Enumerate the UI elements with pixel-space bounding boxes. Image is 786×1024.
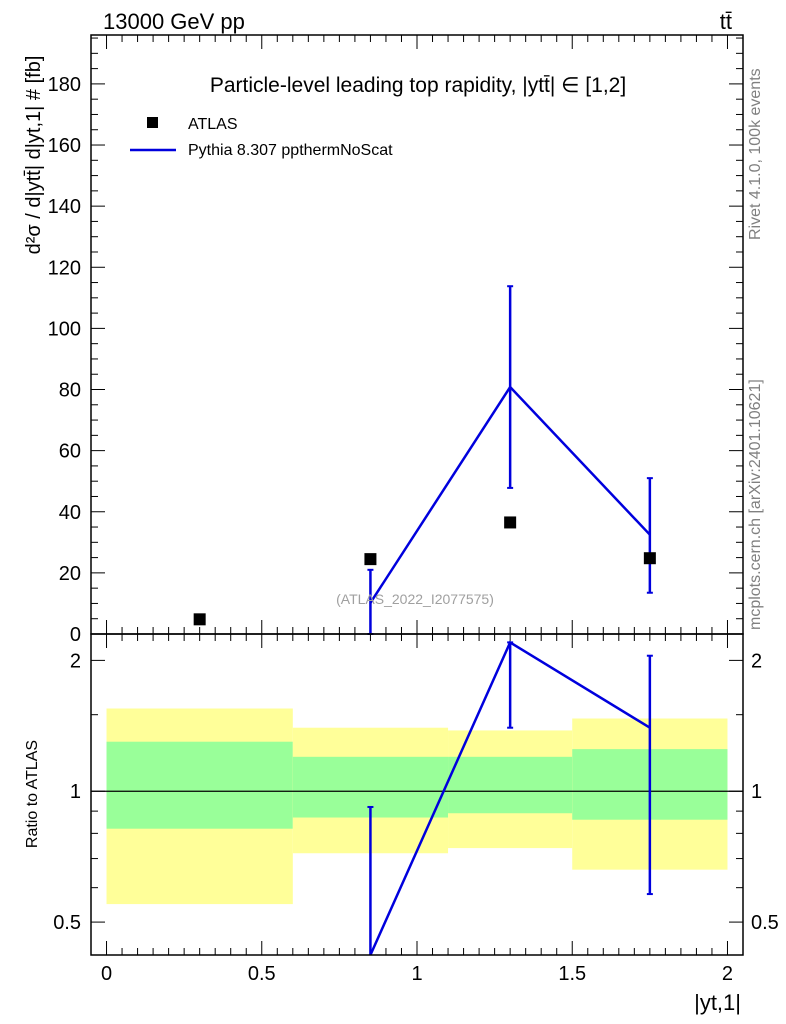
main-ytick-label: 140 — [48, 196, 81, 218]
legend-label-pythia: Pythia 8.307 ppthermNoScat — [188, 142, 393, 159]
main-ytick-label: 180 — [48, 74, 81, 96]
ratio-ytick-label: 2 — [70, 650, 81, 672]
rivet-version-label: Rivet 4.1.0, 100k events — [747, 68, 764, 240]
main-ytick-label: 40 — [59, 502, 81, 524]
ratio-bands — [91, 708, 743, 905]
ratio-ytick-label-right: 1 — [751, 781, 762, 803]
process-label: tt̄ — [720, 9, 732, 34]
ratio-ytick-label-right: 0.5 — [751, 912, 779, 934]
main-ytick-label: 160 — [48, 135, 81, 157]
legend-label-atlas: ATLAS — [188, 116, 238, 133]
ratio-ylabel: Ratio to ATLAS — [24, 740, 41, 848]
xtick-label: 0.5 — [248, 963, 276, 985]
analysis-watermark: (ATLAS_2022_I2077575) — [336, 591, 494, 607]
legend-marker-atlas — [147, 117, 158, 128]
main-panel: Particle-level leading top rapidity, |yt… — [23, 34, 744, 646]
main-ytick-label: 120 — [48, 257, 81, 279]
main-ylabel: d²σ / d|ytt̄| d|yt,1| # [fb] — [23, 56, 45, 255]
main-ytick-label: 80 — [59, 380, 81, 402]
xtick-label: 1 — [411, 963, 422, 985]
x-axis-label: |yt,1| — [694, 990, 741, 1015]
ratio-ytick-label: 0.5 — [53, 912, 81, 934]
main-ytick-label: 60 — [59, 441, 81, 463]
ratio-ytick-label: 1 — [70, 781, 81, 803]
main-data-layer — [193, 285, 656, 635]
xtick-label: 2 — [722, 963, 733, 985]
ratio-band-inner — [106, 741, 293, 829]
ratio-band-inner — [448, 756, 573, 814]
main-axes: 0 20 40 60 80 100 120 140 160 180 — [48, 35, 743, 646]
legend: ATLAS Pythia 8.307 ppthermNoScat — [130, 116, 393, 159]
main-title: Particle-level leading top rapidity, |yt… — [210, 74, 626, 97]
atlas-data-point — [193, 613, 206, 626]
main-ytick-label: 20 — [59, 563, 81, 585]
main-ytick-label: 100 — [48, 318, 81, 340]
atlas-data-point — [504, 516, 517, 529]
ratio-ytick-label-right: 2 — [751, 650, 762, 672]
energy-label: 13000 GeV pp — [103, 9, 245, 34]
main-ytick-label: 0 — [70, 624, 81, 646]
ratio-frame — [90, 633, 744, 956]
ratio-data-layer — [367, 640, 653, 956]
xtick-label: 0 — [101, 963, 112, 985]
mcplots-credit-label: mcplots.cern.ch [arXiv:2401.10621] — [747, 379, 764, 630]
ratio-panel: 0.5 0.5 1 1 2 2 0 0.5 1 1.5 2 Ratio to ATLAS |yt,1… — [24, 633, 779, 1015]
xtick-label: 1.5 — [558, 963, 586, 985]
atlas-data-point — [643, 552, 656, 565]
atlas-data-point — [364, 553, 377, 566]
ratio-axes: 0.5 0.5 1 1 2 2 0 0.5 1 1.5 2 — [53, 634, 779, 985]
